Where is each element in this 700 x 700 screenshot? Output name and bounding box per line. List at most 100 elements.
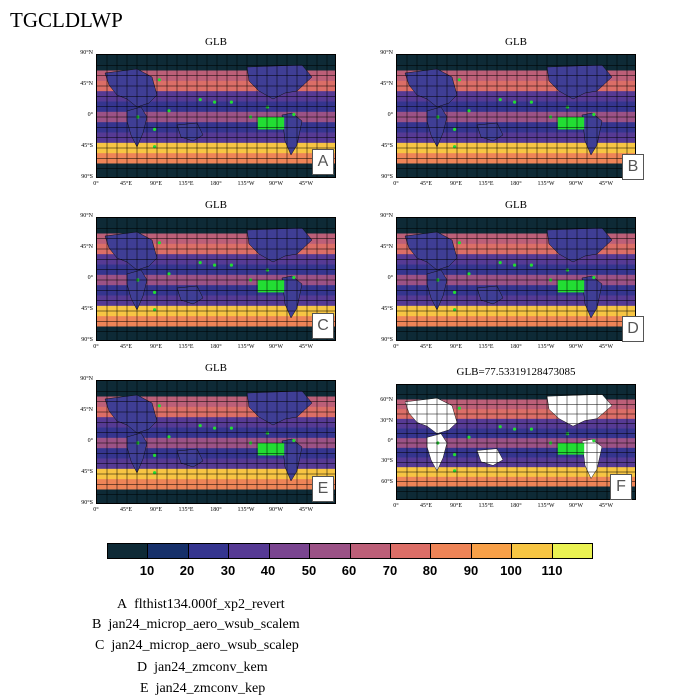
panel-letter: D bbox=[622, 316, 644, 342]
lon-tick-label: 135°E bbox=[178, 181, 194, 187]
lon-tick-label: 90°W bbox=[568, 503, 584, 509]
lat-tick-label: 45°S bbox=[381, 143, 393, 149]
lon-tick-label: 135°W bbox=[237, 344, 255, 350]
lon-tick-label: 135°E bbox=[178, 507, 194, 513]
lon-tick-label: 135°W bbox=[537, 181, 555, 187]
map-plot bbox=[396, 54, 636, 178]
lat-tick-label: 45°S bbox=[381, 306, 393, 312]
legend-text: jan24_microp_aero_wsub_scalep bbox=[111, 638, 299, 653]
panel-letter: A bbox=[312, 149, 334, 175]
colorbar-box bbox=[148, 544, 189, 558]
panel-title: GLB bbox=[205, 362, 227, 374]
lat-tick-label: 0° bbox=[387, 112, 393, 118]
colorbar-label: 50 bbox=[301, 563, 317, 578]
lon-tick-label: 0° bbox=[393, 344, 399, 350]
legend-text: jan24_zmconv_kep bbox=[155, 681, 266, 696]
lon-tick-label: 45°E bbox=[419, 344, 433, 350]
lat-tick-label: 30°S bbox=[381, 458, 393, 465]
lat-tick-label: 90°N bbox=[80, 213, 93, 219]
lon-tick-label: 90°W bbox=[268, 507, 284, 513]
lon-tick-label: 135°W bbox=[237, 181, 255, 187]
lat-tick-label: 0° bbox=[387, 275, 393, 281]
legend-letter: D bbox=[137, 660, 148, 675]
panel-letter: B bbox=[622, 154, 644, 180]
map-panel-b: GLB B 90°N 45°N 0° 45°S 90°S 0° 45°E 90°E 135°E 1… bbox=[380, 36, 644, 204]
lon-tick-label: 180° bbox=[210, 507, 222, 513]
lat-tick-label: 30°N bbox=[380, 417, 393, 424]
lat-tick-label: 0° bbox=[87, 112, 93, 118]
panel-title: GLB bbox=[505, 199, 527, 211]
lon-tick-label: 45°E bbox=[119, 344, 133, 350]
legend-item: C jan24_microp_aero_wsub_scalep bbox=[95, 638, 299, 654]
colorbar-box bbox=[229, 544, 270, 558]
lon-tick-label: 135°E bbox=[478, 503, 494, 509]
legend-item: A flthist134.000f_xp2_revert bbox=[117, 597, 285, 613]
colorbar-label: 110 bbox=[541, 563, 563, 578]
lat-tick-label: 90°S bbox=[381, 174, 393, 180]
lon-tick-label: 45°W bbox=[298, 181, 314, 187]
lat-tick-label: 45°N bbox=[380, 81, 393, 87]
colorbar-box bbox=[310, 544, 351, 558]
map-panel-e: GLB E 90°N 45°N 0° 45°S 90°S 0° 45°E 90°E 135°E 1… bbox=[80, 362, 336, 530]
map-plot bbox=[96, 380, 336, 504]
lon-tick-label: 0° bbox=[93, 181, 99, 187]
map-panel-a: GLB A 90°N 45°N 0° 45°S 90°S 0° 45°E 90°E 135°E 1… bbox=[80, 36, 336, 204]
lat-tick-label: 0° bbox=[87, 438, 93, 444]
colorbar-box bbox=[471, 544, 513, 558]
lat-tick-label: 45°N bbox=[80, 407, 93, 413]
colorbar-label: 30 bbox=[220, 563, 236, 578]
lat-tick-label: 45°S bbox=[81, 143, 93, 149]
lon-tick-label: 135°W bbox=[237, 507, 255, 513]
lon-tick-label: 45°E bbox=[419, 181, 433, 187]
lat-tick-label: 45°N bbox=[80, 81, 93, 87]
panel-title: GLB bbox=[505, 36, 527, 48]
lon-tick-label: 135°E bbox=[478, 344, 494, 350]
lat-tick-label: 60°N bbox=[380, 397, 393, 404]
lon-tick-label: 90°W bbox=[268, 344, 284, 350]
lat-tick-label: 45°N bbox=[80, 244, 93, 250]
lon-tick-label: 180° bbox=[210, 181, 222, 187]
colorbar-box bbox=[350, 544, 391, 558]
legend-text: jan24_zmconv_kem bbox=[154, 660, 268, 675]
map-panel-c: GLB C 90°N 45°N 0° 45°S 90°S 0° 45°E 90°E 135°E 1… bbox=[80, 199, 336, 367]
lon-tick-label: 45°W bbox=[298, 344, 314, 350]
legend-letter: A bbox=[117, 597, 128, 612]
lat-tick-label: 45°S bbox=[81, 306, 93, 312]
lon-tick-label: 45°W bbox=[298, 507, 314, 513]
lon-tick-label: 90°E bbox=[449, 181, 463, 187]
lon-tick-label: 45°W bbox=[598, 503, 614, 509]
colorbar-label: 60 bbox=[341, 563, 357, 578]
colorbar-box bbox=[431, 544, 472, 558]
lon-tick-label: 45°W bbox=[598, 181, 614, 187]
map-panel-f: GLB=77.53319128473085 F 60°N 30°N 0° 30°S 60… bbox=[380, 366, 636, 534]
lat-tick-label: 90°N bbox=[380, 213, 393, 219]
lat-tick-label: 90°S bbox=[381, 337, 393, 343]
lat-tick-label: 90°S bbox=[81, 337, 93, 343]
lon-tick-label: 0° bbox=[393, 181, 399, 187]
lon-tick-label: 135°W bbox=[537, 344, 555, 350]
lat-tick-label: 0° bbox=[87, 275, 93, 281]
map-plot bbox=[396, 384, 636, 500]
legend-letter: B bbox=[92, 617, 102, 632]
panel-letter: C bbox=[312, 313, 334, 339]
colorbar-label: 40 bbox=[260, 563, 276, 578]
colorbar-box bbox=[188, 544, 230, 558]
legend-letter: C bbox=[95, 638, 105, 653]
lat-tick-label: 45°N bbox=[380, 244, 393, 250]
map-plot bbox=[396, 217, 636, 341]
map-plot bbox=[96, 217, 336, 341]
lon-tick-label: 90°E bbox=[149, 181, 163, 187]
panel-title: GLB bbox=[205, 199, 227, 211]
lon-tick-label: 180° bbox=[210, 344, 222, 350]
lon-tick-label: 90°W bbox=[568, 181, 584, 187]
colorbar-label: 20 bbox=[179, 563, 195, 578]
lon-tick-label: 90°E bbox=[149, 344, 163, 350]
colorbar-box bbox=[269, 544, 311, 558]
lat-tick-label: 90°N bbox=[380, 50, 393, 56]
lon-tick-label: 90°E bbox=[149, 507, 163, 513]
lon-tick-label: 0° bbox=[393, 503, 399, 509]
lon-tick-label: 135°W bbox=[537, 503, 555, 509]
lon-tick-label: 0° bbox=[93, 507, 99, 513]
lon-tick-label: 90°W bbox=[268, 181, 284, 187]
colorbar-label: 10 bbox=[139, 563, 155, 578]
